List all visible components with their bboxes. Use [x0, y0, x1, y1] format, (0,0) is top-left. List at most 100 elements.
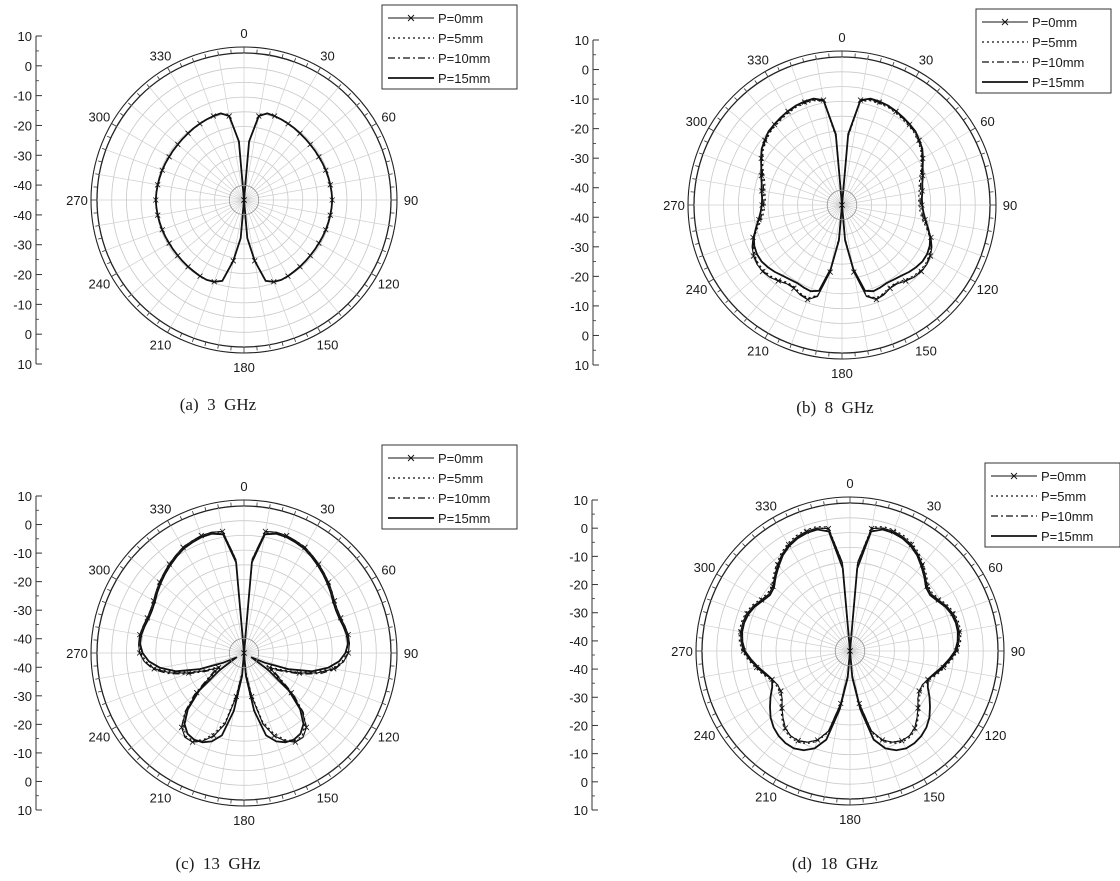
- angle-tick: [136, 303, 141, 308]
- angle-tick: [204, 54, 207, 59]
- angle-tick: [364, 113, 368, 117]
- angle-tick: [317, 327, 321, 333]
- angle-label: 0: [240, 26, 247, 41]
- angle-tick: [385, 160, 390, 163]
- angle-tick: [944, 534, 949, 538]
- legend-box: [975, 8, 1112, 94]
- angle-tick: [867, 350, 869, 355]
- angle-tick: [963, 117, 967, 121]
- grid-spoke: [193, 652, 245, 792]
- grid-spoke: [170, 199, 245, 328]
- grid-spoke: [841, 204, 893, 345]
- angle-label: 270: [66, 193, 88, 208]
- grid-spoke: [243, 579, 372, 654]
- angle-tick: [347, 303, 352, 308]
- data-marker: [219, 528, 226, 535]
- angle-tick: [293, 790, 297, 796]
- angle-tick: [317, 520, 321, 526]
- radial-tick-label: -30: [13, 603, 32, 618]
- angle-tick: [695, 165, 700, 168]
- grid-spoke: [149, 87, 245, 201]
- grid-spoke: [746, 91, 843, 206]
- grid-spoke: [841, 65, 893, 206]
- grid-spoke: [243, 652, 389, 679]
- angle-tick: [751, 764, 756, 768]
- grid-spoke: [841, 178, 988, 206]
- angle-tick: [338, 765, 342, 769]
- angle-tick: [317, 67, 321, 73]
- angle-tick: [692, 178, 697, 180]
- angle-tick: [712, 713, 717, 716]
- angle-tick: [700, 624, 705, 626]
- angle-tick: [364, 283, 368, 287]
- grid-spoke: [721, 576, 851, 652]
- grid-spoke: [99, 627, 245, 654]
- grid-spoke: [791, 204, 843, 345]
- angle-tick: [327, 320, 331, 324]
- angle-tick: [954, 755, 958, 759]
- angle-tick: [875, 796, 877, 801]
- angle-tick: [95, 626, 100, 628]
- angle-tick: [371, 273, 377, 277]
- radial-tick-label: -10: [13, 746, 32, 761]
- radial-tick-label: 10: [575, 358, 589, 373]
- grid-spoke: [170, 72, 245, 201]
- grid-spoke: [116, 126, 245, 201]
- legend: P=0mm P=5mm P=10mm P=15mm: [984, 462, 1120, 548]
- legend-label: P=10mm: [438, 51, 490, 66]
- legend-marker: [407, 454, 415, 462]
- angle-tick: [875, 501, 877, 506]
- grid-spoke: [728, 109, 843, 206]
- angle-tick: [977, 724, 984, 729]
- radial-tick-label: -20: [569, 718, 588, 733]
- legend-label: P=5mm: [1032, 35, 1077, 50]
- angle-tick: [167, 67, 171, 73]
- angle-tick: [980, 152, 985, 155]
- angle-tick: [936, 88, 941, 92]
- grid-spoke: [713, 130, 843, 206]
- angle-tick: [707, 701, 712, 704]
- angle-tick: [269, 797, 271, 802]
- grid-spoke: [170, 652, 245, 781]
- angle-label: 120: [977, 282, 999, 297]
- radial-tick-label: 10: [575, 33, 589, 48]
- angle-tick: [98, 613, 103, 616]
- data-marker: [330, 666, 337, 672]
- polar-chart-c: 0 30 60 90 120 150 180 210 240 270 300 330 10 0 -10 -20…: [13, 444, 518, 828]
- legend-box: [381, 4, 518, 90]
- angle-tick: [717, 117, 721, 121]
- grid-spoke: [243, 652, 372, 727]
- angle-label: 270: [671, 644, 693, 659]
- grid-spoke: [849, 537, 946, 652]
- grid-spoke: [193, 61, 245, 201]
- angle-tick: [204, 794, 207, 799]
- angle-tick: [305, 515, 309, 520]
- angle-label: 150: [923, 789, 945, 804]
- angle-tick: [708, 278, 715, 283]
- angle-tick: [356, 555, 360, 559]
- angle-tick: [157, 529, 161, 533]
- grid-spoke: [243, 87, 339, 201]
- angle-tick: [327, 529, 331, 533]
- radial-tick-label: -30: [13, 148, 32, 163]
- angle-tick: [136, 756, 141, 761]
- angle-tick: [385, 237, 390, 240]
- grid-spoke: [841, 204, 869, 351]
- angle-tick: [347, 545, 352, 550]
- grid-spoke: [841, 204, 917, 334]
- data-marker: [759, 268, 766, 275]
- angle-tick: [101, 600, 107, 604]
- angle-tick: [269, 344, 271, 349]
- angle-tick: [204, 341, 207, 346]
- angle-tick: [338, 312, 342, 316]
- radial-tick-label: 10: [18, 489, 32, 504]
- caption-b: (b) 8 GHz: [796, 398, 874, 417]
- angle-tick: [146, 765, 150, 769]
- angle-tick: [823, 501, 825, 506]
- radial-tick-label: 0: [25, 774, 32, 789]
- legend-label: P=10mm: [438, 491, 490, 506]
- data-marker: [185, 670, 192, 676]
- angle-tick: [915, 71, 920, 78]
- angle-tick: [743, 88, 748, 92]
- angle-label: 150: [915, 343, 937, 358]
